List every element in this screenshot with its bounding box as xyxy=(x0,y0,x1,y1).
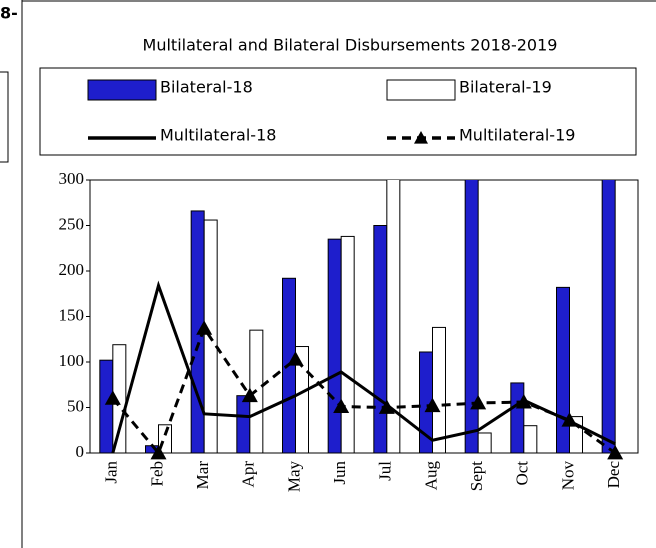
marker xyxy=(561,412,578,427)
fragment-text: 8- xyxy=(0,4,18,23)
line xyxy=(111,280,616,453)
bar xyxy=(373,225,388,453)
y-tick-label: 150 xyxy=(59,305,85,324)
x-tick-label: Aug xyxy=(421,461,440,491)
bar xyxy=(340,235,355,453)
x-tick-label: Dec xyxy=(604,461,623,489)
legend-swatch xyxy=(87,79,157,101)
bar xyxy=(556,286,570,453)
y-tick-label: 250 xyxy=(59,214,85,233)
x-tick-label: Oct xyxy=(513,461,532,486)
y-tick-label: 100 xyxy=(59,351,85,370)
x-tick-label: May xyxy=(284,461,303,493)
marker xyxy=(333,398,350,413)
marker xyxy=(196,320,213,335)
x-tick-label: Jul xyxy=(376,461,395,481)
x-tick-label: Apr xyxy=(239,461,258,488)
legend-label: Multilateral-18 xyxy=(160,126,276,145)
bar xyxy=(327,238,342,453)
x-tick-label: Nov xyxy=(558,461,577,491)
marker xyxy=(241,387,258,403)
marker xyxy=(607,445,624,460)
marker xyxy=(470,394,487,410)
bar xyxy=(99,359,114,453)
marker xyxy=(378,399,395,414)
side-box xyxy=(0,71,9,163)
plot-clip xyxy=(99,180,617,453)
x-tick-label: Mar xyxy=(193,461,212,490)
legend-marker xyxy=(414,131,428,144)
marker xyxy=(104,390,121,405)
x-tick-label: Jun xyxy=(330,461,349,485)
bar xyxy=(601,180,616,453)
x-tick-label: Jan xyxy=(102,461,121,484)
bar xyxy=(477,432,492,453)
bar xyxy=(464,180,479,453)
marker xyxy=(515,394,532,409)
bar xyxy=(432,326,446,453)
bar xyxy=(510,382,525,453)
marker xyxy=(287,351,304,366)
y-tick-label: 0 xyxy=(76,442,85,461)
x-tick-label: Feb xyxy=(147,461,166,487)
x-tick-label: Sept xyxy=(467,461,486,492)
chart-title: Multilateral and Bilateral Disbursements… xyxy=(143,36,558,55)
bar xyxy=(236,395,251,453)
y-tick-label: 50 xyxy=(67,396,84,415)
legend-label: Bilateral-19 xyxy=(459,78,552,97)
legend-label: Bilateral-18 xyxy=(160,78,253,97)
legend-swatch xyxy=(386,79,456,101)
plot-area xyxy=(89,179,639,454)
marker xyxy=(424,397,441,413)
y-tick-label: 200 xyxy=(59,260,85,279)
bar xyxy=(295,346,309,453)
marker xyxy=(150,445,167,460)
line xyxy=(111,325,617,453)
y-tick-label: 300 xyxy=(59,169,85,188)
bar xyxy=(386,180,401,453)
legend-label: Multilateral-19 xyxy=(459,126,575,145)
bar xyxy=(523,425,538,453)
